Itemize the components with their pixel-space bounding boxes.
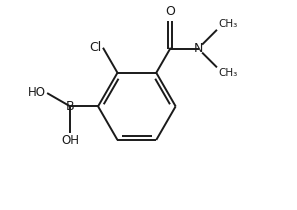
Text: Cl: Cl xyxy=(89,41,101,54)
Text: O: O xyxy=(165,5,175,18)
Text: CH₃: CH₃ xyxy=(219,19,238,29)
Text: N: N xyxy=(193,42,203,55)
Text: OH: OH xyxy=(61,134,79,147)
Text: B: B xyxy=(66,100,75,113)
Text: HO: HO xyxy=(28,86,46,99)
Text: CH₃: CH₃ xyxy=(219,68,238,78)
